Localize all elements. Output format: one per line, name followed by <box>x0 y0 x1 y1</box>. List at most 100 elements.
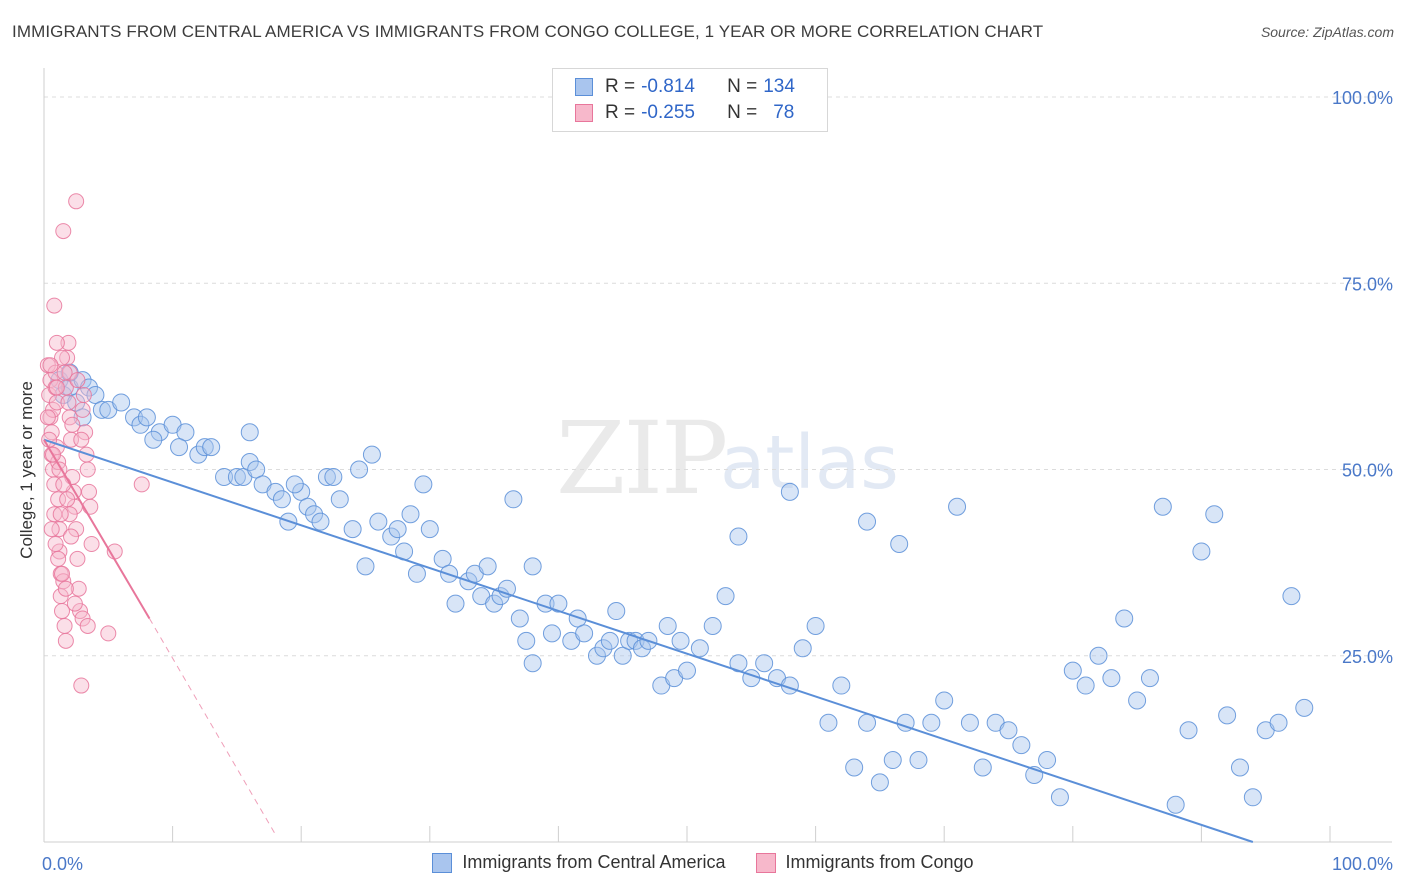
point-central-america <box>1012 736 1031 755</box>
point-central-america <box>433 549 452 568</box>
point-central-america <box>1295 698 1314 717</box>
point-congo <box>46 297 63 314</box>
chart-source: Source: ZipAtlas.com <box>1260 24 1394 40</box>
point-congo <box>48 379 65 396</box>
point-central-america <box>407 564 426 583</box>
point-congo <box>39 409 56 426</box>
point-central-america <box>806 616 825 635</box>
point-central-america <box>626 631 645 650</box>
point-central-america <box>298 497 317 516</box>
point-central-america <box>819 713 838 732</box>
point-central-america <box>112 393 131 412</box>
point-central-america <box>1192 542 1211 561</box>
series-legend-congo[interactable]: Immigrants from Congo <box>755 852 974 873</box>
point-central-america <box>311 512 330 531</box>
point-central-america <box>1243 788 1262 807</box>
point-congo <box>55 476 72 493</box>
point-central-america <box>1179 721 1198 740</box>
point-central-america <box>703 616 722 635</box>
point-congo <box>52 506 69 523</box>
point-central-america <box>1269 713 1288 732</box>
point-congo <box>100 625 117 642</box>
point-central-america <box>350 460 369 479</box>
point-central-america <box>793 639 812 658</box>
point-central-america <box>575 624 594 643</box>
point-congo <box>133 476 150 493</box>
y-tick-label: 75.0% <box>1342 274 1393 294</box>
point-congo <box>79 617 96 634</box>
point-central-america <box>594 639 613 658</box>
point-congo <box>46 476 63 493</box>
point-central-america <box>671 631 690 650</box>
point-central-america <box>401 505 420 524</box>
point-congo <box>68 193 85 210</box>
point-central-america <box>716 587 735 606</box>
series-legend-central-america[interactable]: Immigrants from Central America <box>432 852 726 873</box>
point-central-america <box>240 453 259 472</box>
point-central-america <box>1140 669 1159 688</box>
point-central-america <box>517 631 536 650</box>
point-central-america <box>247 460 266 479</box>
point-central-america <box>144 430 163 449</box>
y-tick-label: 50.0% <box>1342 461 1393 481</box>
point-congo <box>69 550 86 567</box>
point-central-america <box>330 490 349 509</box>
point-central-america <box>215 467 234 486</box>
point-congo <box>75 387 92 403</box>
point-central-america <box>1205 505 1224 524</box>
point-central-america <box>324 467 343 486</box>
point-central-america <box>272 490 291 509</box>
legend-r-label: R = <box>605 76 636 97</box>
point-central-america <box>1063 661 1082 680</box>
point-central-america <box>549 594 568 613</box>
point-central-america <box>883 751 902 770</box>
point-central-america <box>125 408 144 427</box>
point-central-america <box>948 497 967 516</box>
point-central-america <box>832 676 851 695</box>
series-legend-swatch <box>432 852 453 873</box>
point-central-america <box>86 386 105 404</box>
y-tick-label: 100.0% <box>1332 88 1393 108</box>
point-congo <box>54 565 71 582</box>
point-congo <box>73 431 90 448</box>
point-congo <box>64 416 81 433</box>
legend-r-value: -0.255 <box>641 102 695 123</box>
trend-line-congo <box>43 439 151 620</box>
point-central-america <box>1230 758 1249 777</box>
trend-line-central-america <box>43 438 1254 843</box>
point-central-america <box>523 654 542 673</box>
point-congo <box>50 550 67 567</box>
point-central-america <box>523 557 542 576</box>
point-central-america <box>632 639 651 658</box>
point-central-america <box>131 415 150 434</box>
point-congo <box>66 595 83 612</box>
point-central-america <box>678 661 696 680</box>
point-central-america <box>890 535 909 553</box>
legend-row-central-america: R = -0.814 N = 134 <box>575 75 813 99</box>
legend-n-value: 134 <box>763 76 795 97</box>
point-congo <box>43 521 60 538</box>
point-congo <box>79 461 96 478</box>
point-central-america <box>504 490 523 509</box>
point-central-america <box>870 773 889 792</box>
point-congo <box>42 357 59 374</box>
y-tick-label: 25.0% <box>1342 647 1393 667</box>
point-central-america <box>1115 609 1134 628</box>
point-congo <box>47 536 64 552</box>
point-congo <box>59 491 76 508</box>
point-congo <box>70 580 87 597</box>
point-congo <box>61 506 78 523</box>
point-congo <box>63 528 80 545</box>
point-central-america <box>510 609 529 628</box>
point-central-america <box>240 423 259 442</box>
point-central-america <box>960 713 979 732</box>
point-congo <box>55 223 72 240</box>
legend-row-congo: R = -0.255 N = 78 <box>575 101 812 125</box>
point-central-america <box>137 408 156 427</box>
point-central-america <box>607 602 626 621</box>
point-central-america <box>999 721 1018 740</box>
legend-swatch-central-america <box>575 78 593 96</box>
point-congo <box>60 334 77 351</box>
point-central-america <box>195 438 214 457</box>
